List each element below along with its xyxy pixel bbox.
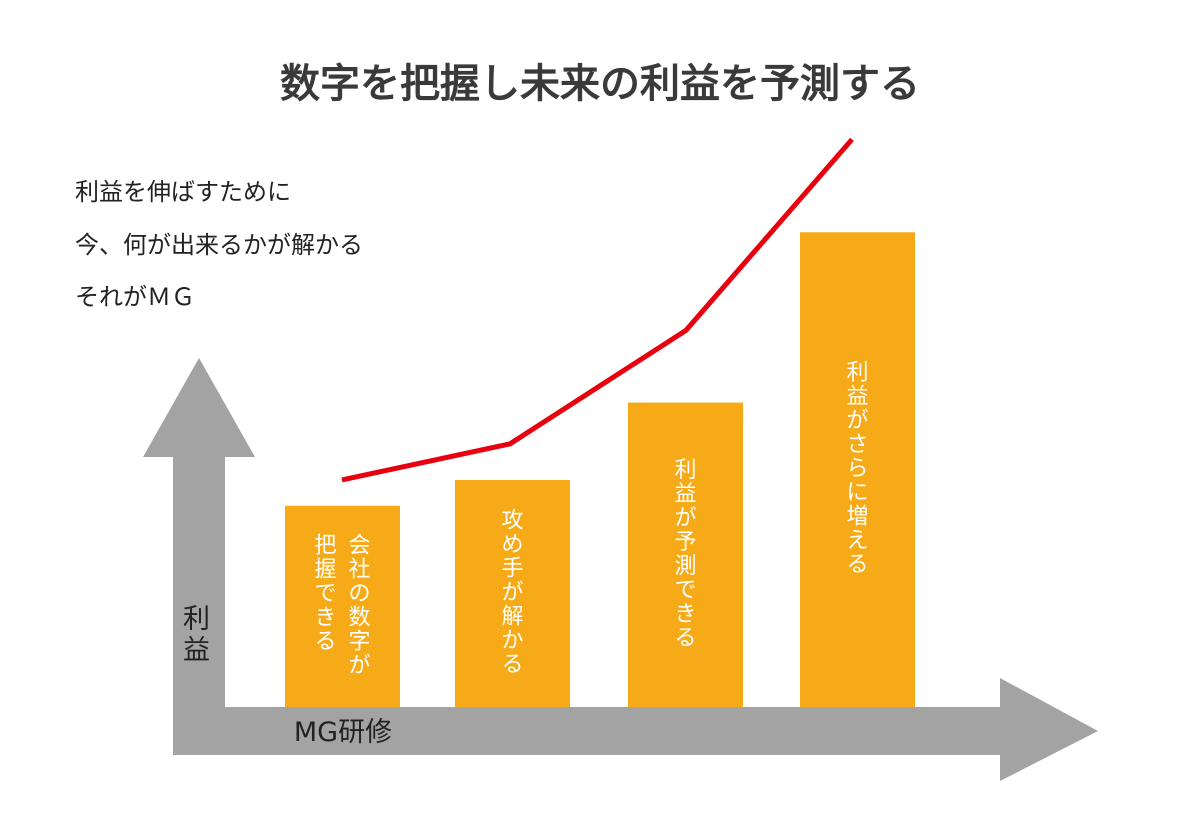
- profit-trend-line: [341, 137, 854, 483]
- y-axis-label-char-2: 益: [183, 635, 210, 666]
- bar-4-label-1: 利益がさらに増える: [846, 361, 868, 578]
- bar-3: [628, 402, 743, 707]
- x-axis-label: MG研修: [294, 717, 392, 748]
- y-axis-arrow: [143, 358, 255, 755]
- x-axis-arrow: [173, 678, 1098, 781]
- note-line-2: 今、何が出来るかが解かる: [75, 231, 363, 259]
- bar-1-label-2: 把握できる: [314, 533, 336, 654]
- bar-3-label-1: 利益が予測できる: [674, 458, 696, 651]
- bar-1-label-1: 会社の数字が: [348, 533, 370, 678]
- page-title: 数字を把握し未来の利益を予測する: [280, 60, 920, 107]
- bar-4: [800, 232, 915, 707]
- bar-2: [455, 479, 570, 707]
- bar-2-label-1: 攻め手が解かる: [501, 508, 523, 677]
- axes: 利 益 MG研修: [143, 358, 1098, 781]
- y-axis-label-char-1: 利: [183, 604, 210, 635]
- intro-notes: 利益を伸ばすために 今、何が出来るかが解かる それがＭＧ: [75, 178, 363, 311]
- bar-1: [285, 505, 400, 707]
- note-line-3: それがＭＧ: [75, 283, 195, 311]
- note-line-1: 利益を伸ばすために: [75, 178, 291, 206]
